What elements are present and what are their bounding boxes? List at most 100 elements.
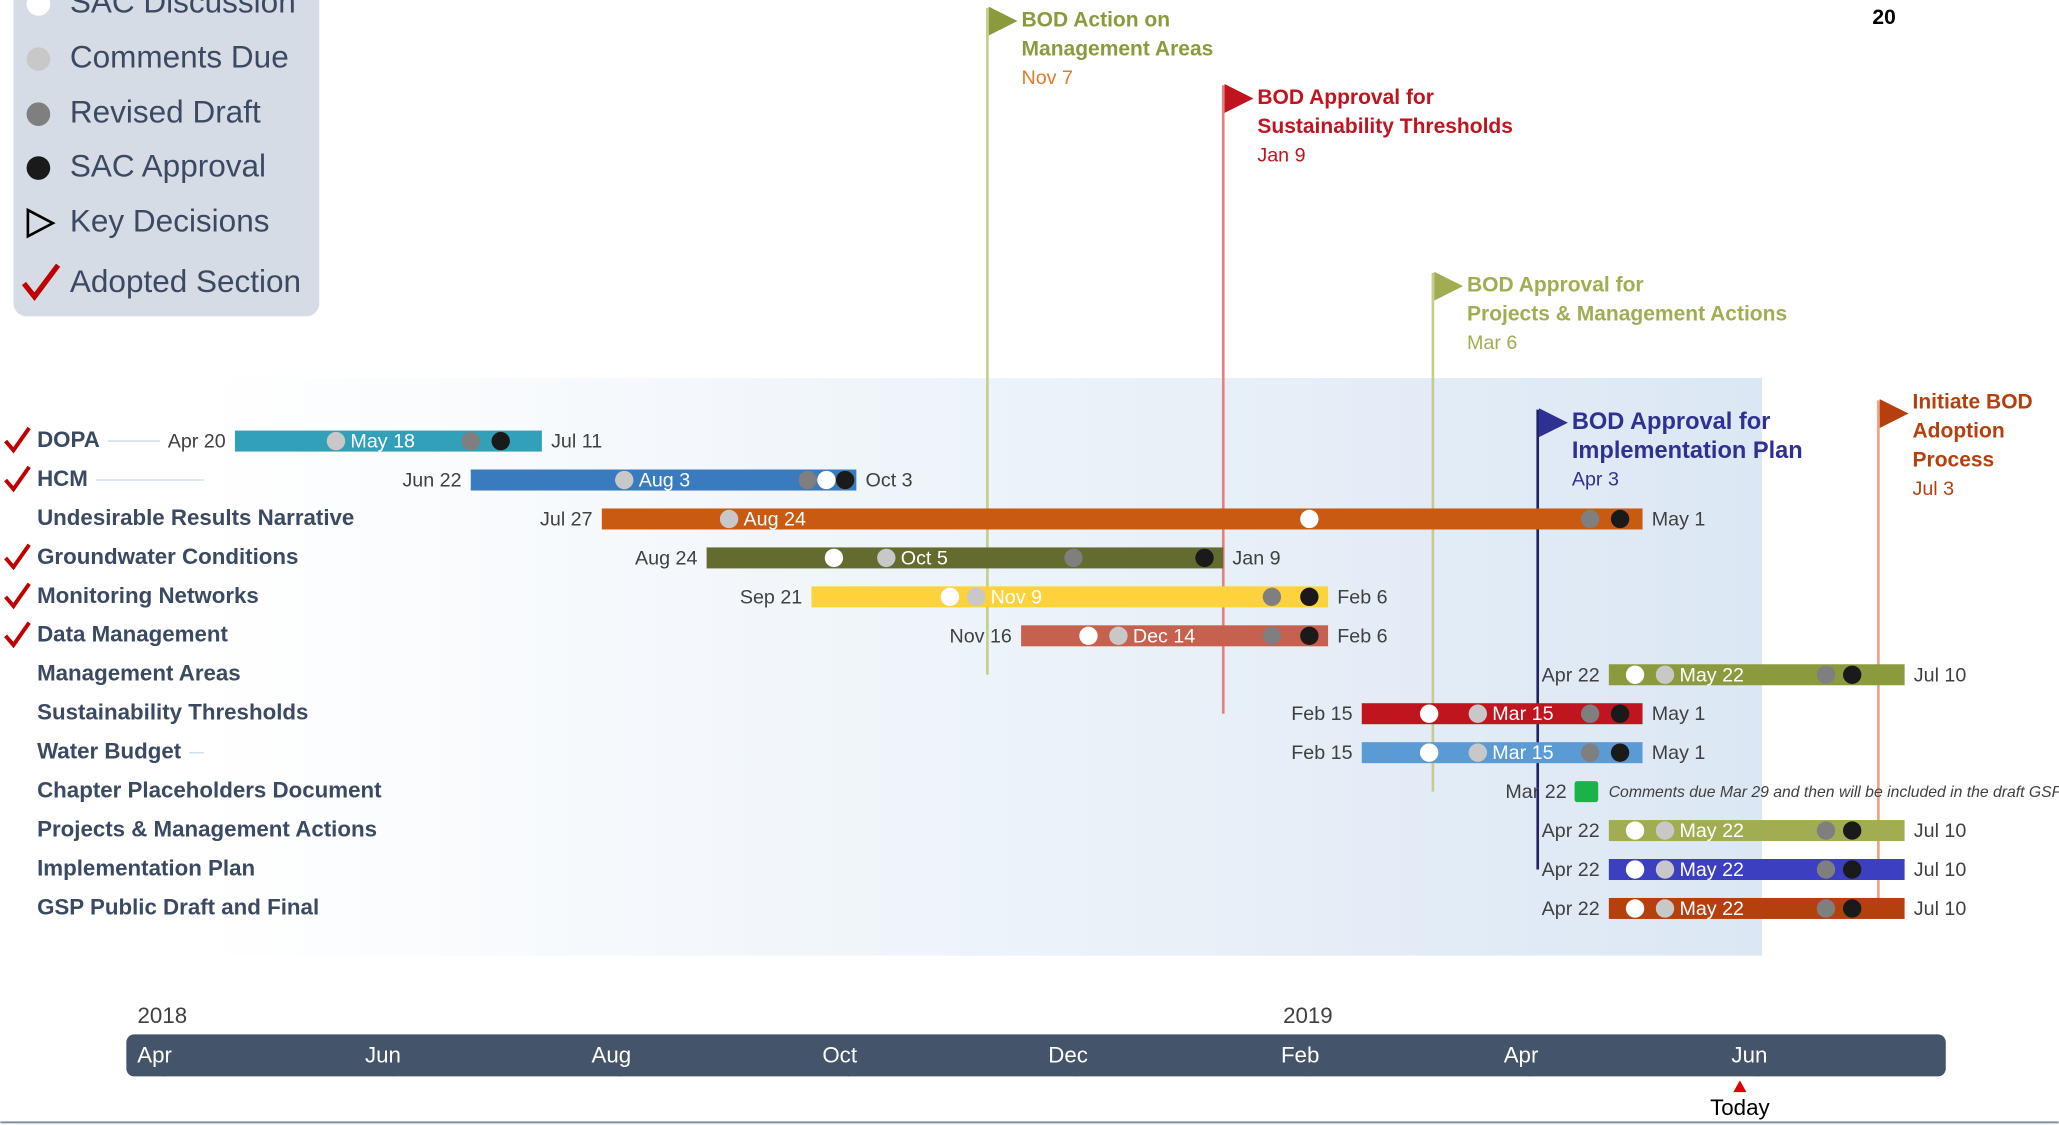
decision-title: BOD Approval for (1572, 409, 1771, 435)
start-label: Apr 20 (168, 431, 226, 453)
legend-triangle (26, 207, 56, 239)
task-name: Water Budget (37, 739, 182, 764)
end-label: Feb 6 (1337, 586, 1387, 608)
today-marker (1733, 1080, 1747, 1093)
start-label: Jun 22 (402, 470, 461, 492)
bar-label: May 22 (1679, 664, 1744, 686)
end-label: May 1 (1652, 508, 1706, 530)
decision-title: Initiate BOD (1913, 391, 2033, 414)
milestone-dot (1816, 899, 1836, 918)
start-label: Apr 22 (1542, 898, 1600, 920)
end-label: Jul 11 (551, 431, 602, 453)
legend-label: Key Decisions (70, 202, 270, 238)
milestone-dot (461, 431, 480, 451)
end-label: Jul 10 (1914, 820, 1967, 842)
task-name: DOPA (37, 427, 100, 452)
x-tick-label: Apr (1504, 1043, 1539, 1068)
task-bar (601, 508, 1643, 530)
milestone-dot (966, 587, 986, 607)
start-label: Aug 24 (635, 547, 697, 569)
task-bar (811, 586, 1329, 608)
decision-title: BOD Approval for (1257, 86, 1434, 109)
milestone-dot (719, 509, 739, 529)
milestone-dot (877, 548, 896, 568)
milestone-dot (1610, 509, 1630, 529)
task-name: Monitoring Networks (37, 583, 259, 608)
milestone-dot (1842, 860, 1862, 879)
bar-label: Aug 24 (744, 508, 806, 530)
decision-date: Apr 3 (1572, 469, 1619, 491)
task-bar (1021, 625, 1329, 647)
milestone-dot (491, 431, 510, 451)
x-tick-label: Apr (137, 1043, 172, 1068)
decision-title: Implementation Plan (1572, 438, 1803, 464)
x-tick-label: Aug (591, 1043, 631, 1068)
milestone-dot (1655, 860, 1675, 879)
adopted-check (4, 465, 31, 493)
task-name: Sustainability Thresholds (37, 700, 308, 725)
start-label: Mar 22 (1505, 781, 1566, 803)
decision-title: Management Areas (1022, 37, 1214, 60)
legend-label: SAC Discussion (70, 0, 296, 19)
milestone-dot (798, 470, 817, 490)
legend-dot (26, 0, 51, 16)
adopted-check (4, 621, 31, 649)
milestone-dot (1079, 626, 1098, 646)
decision-title: BOD Approval for (1467, 274, 1644, 297)
task-name: Data Management (37, 622, 228, 647)
task-name: Groundwater Conditions (37, 544, 298, 569)
milestone-dot (1195, 548, 1214, 568)
milestone-dot (1419, 704, 1439, 723)
legend-label: Revised Draft (70, 94, 261, 130)
bar-label: Dec 14 (1133, 625, 1195, 647)
legend-label: Adopted Section (70, 263, 301, 299)
bar-label: Oct 5 (901, 547, 948, 569)
decision-date: Jan 9 (1257, 144, 1305, 166)
milestone-dot (1262, 626, 1282, 646)
decision-flag (1434, 271, 1464, 301)
task-bar (706, 547, 1224, 569)
decision-date: Nov 7 (1022, 67, 1073, 89)
legend-check (21, 263, 61, 301)
decision-date: Jul 3 (1913, 478, 1955, 500)
decision-date: Mar 6 (1467, 332, 1517, 354)
legend-label: SAC Approval (70, 147, 266, 183)
start-label: Nov 16 (950, 625, 1012, 647)
milestone-dot (940, 587, 960, 607)
start-label: Feb 15 (1291, 703, 1352, 725)
bar-label: May 22 (1679, 859, 1744, 881)
decision-title: Projects & Management Actions (1467, 303, 1787, 326)
end-label: Jul 10 (1914, 664, 1967, 686)
legend-dot (26, 47, 51, 71)
milestone (1574, 781, 1599, 803)
task-name: Projects & Management Actions (37, 816, 377, 841)
milestone-dot (1625, 899, 1645, 918)
task-name: GSP Public Draft and Final (37, 894, 319, 919)
milestone-dot (615, 470, 634, 490)
decision-flag (1539, 408, 1568, 438)
x-tick-label: Jun (1731, 1043, 1767, 1068)
bar-label: May 22 (1679, 898, 1744, 920)
decision-title: Process (1913, 448, 1995, 471)
milestone-dot (326, 431, 346, 451)
milestone-dot (1625, 821, 1645, 840)
legend-box (13, 0, 320, 317)
task-name: HCM (37, 466, 88, 491)
adopted-check (4, 582, 31, 610)
end-label: Oct 3 (866, 470, 913, 492)
adopted-check (4, 426, 31, 454)
year-label: 2018 (138, 1003, 188, 1028)
note: Comments due Mar 29 and then will be inc… (1609, 784, 2059, 801)
legend-dot (26, 102, 51, 127)
milestone-dot (1419, 743, 1439, 762)
milestone-dot (1625, 860, 1645, 879)
milestone-dot (835, 470, 855, 490)
milestone-dot (1468, 704, 1488, 723)
milestone-dot (1655, 821, 1675, 840)
start-label: Sep 21 (740, 586, 802, 608)
today-label: Today (1710, 1095, 1770, 1120)
milestone-dot (817, 470, 836, 490)
task-name: Implementation Plan (37, 855, 255, 880)
milestone-dot (1580, 743, 1600, 762)
